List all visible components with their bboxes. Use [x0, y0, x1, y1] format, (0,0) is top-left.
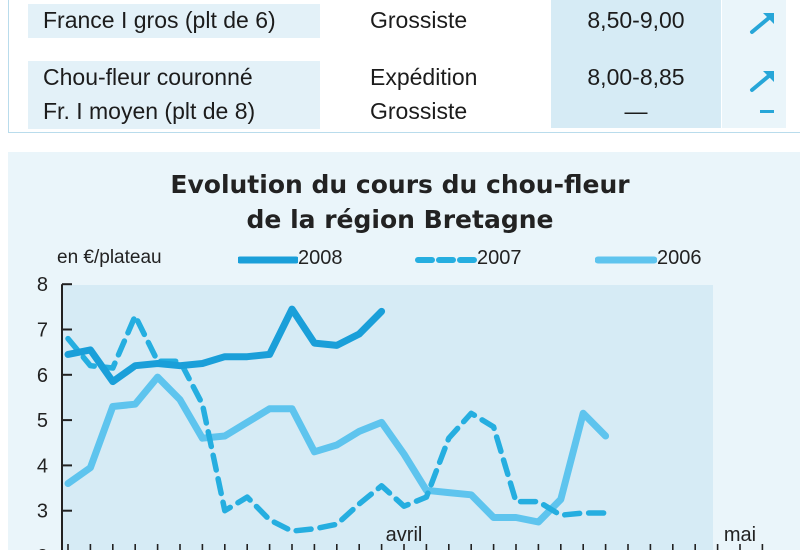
- y-tick-label: 4: [37, 455, 48, 477]
- y-tick-label: 2: [37, 546, 48, 550]
- series-line-2007: [65, 313, 609, 534]
- trend-up-icon: [748, 65, 778, 95]
- market-cell: Grossiste: [370, 7, 468, 33]
- market-cell: Grossiste: [370, 98, 468, 124]
- series-line-2008: [64, 305, 386, 386]
- chart-title: de la région Bretagne: [246, 205, 554, 234]
- y-tick-label: 3: [37, 501, 48, 523]
- legend-label: 2006: [657, 247, 702, 269]
- market-cell: Expédition: [370, 64, 478, 90]
- chart-title: Evolution du cours du chou-fleur: [170, 170, 630, 199]
- x-tick-label: mai: [724, 524, 756, 546]
- product-cell: Chou-fleur couronné: [43, 64, 253, 90]
- price-cell: 8,00-8,85: [587, 64, 685, 90]
- y-tick-label: 8: [37, 274, 48, 296]
- product-cell: Fr. I moyen (plt de 8): [43, 98, 256, 124]
- legend-swatch: [238, 256, 298, 264]
- legend-item-2008: 2008: [238, 244, 368, 274]
- row-band: [28, 4, 320, 38]
- plot-area: [62, 285, 713, 550]
- row-band: [28, 61, 320, 129]
- legend-item-2006: 2006: [595, 244, 725, 274]
- price-cell: 8,50-9,00: [587, 7, 685, 33]
- trend-stable-icon: [760, 110, 774, 113]
- legend-label: 2008: [298, 247, 343, 269]
- y-tick-label: 7: [37, 320, 48, 342]
- legend-item-2007: 2007: [415, 244, 545, 274]
- y-axis-unit-label: en €/plateau: [57, 247, 162, 268]
- product-cell: France I gros (plt de 6): [43, 7, 276, 33]
- price-column: [551, 0, 721, 128]
- price-cell: —: [624, 98, 648, 124]
- y-tick-label: 6: [37, 365, 48, 387]
- y-tick-label: 5: [37, 410, 48, 432]
- trend-up-icon: [748, 7, 778, 37]
- legend-label: 2007: [477, 247, 522, 269]
- legend-swatch: [415, 257, 477, 263]
- legend-swatch: [595, 256, 657, 264]
- price-table: France I gros (plt de 6) Grossiste 8,50-…: [0, 0, 800, 140]
- trend-column: [722, 0, 786, 128]
- x-tick-label: avril: [386, 524, 423, 546]
